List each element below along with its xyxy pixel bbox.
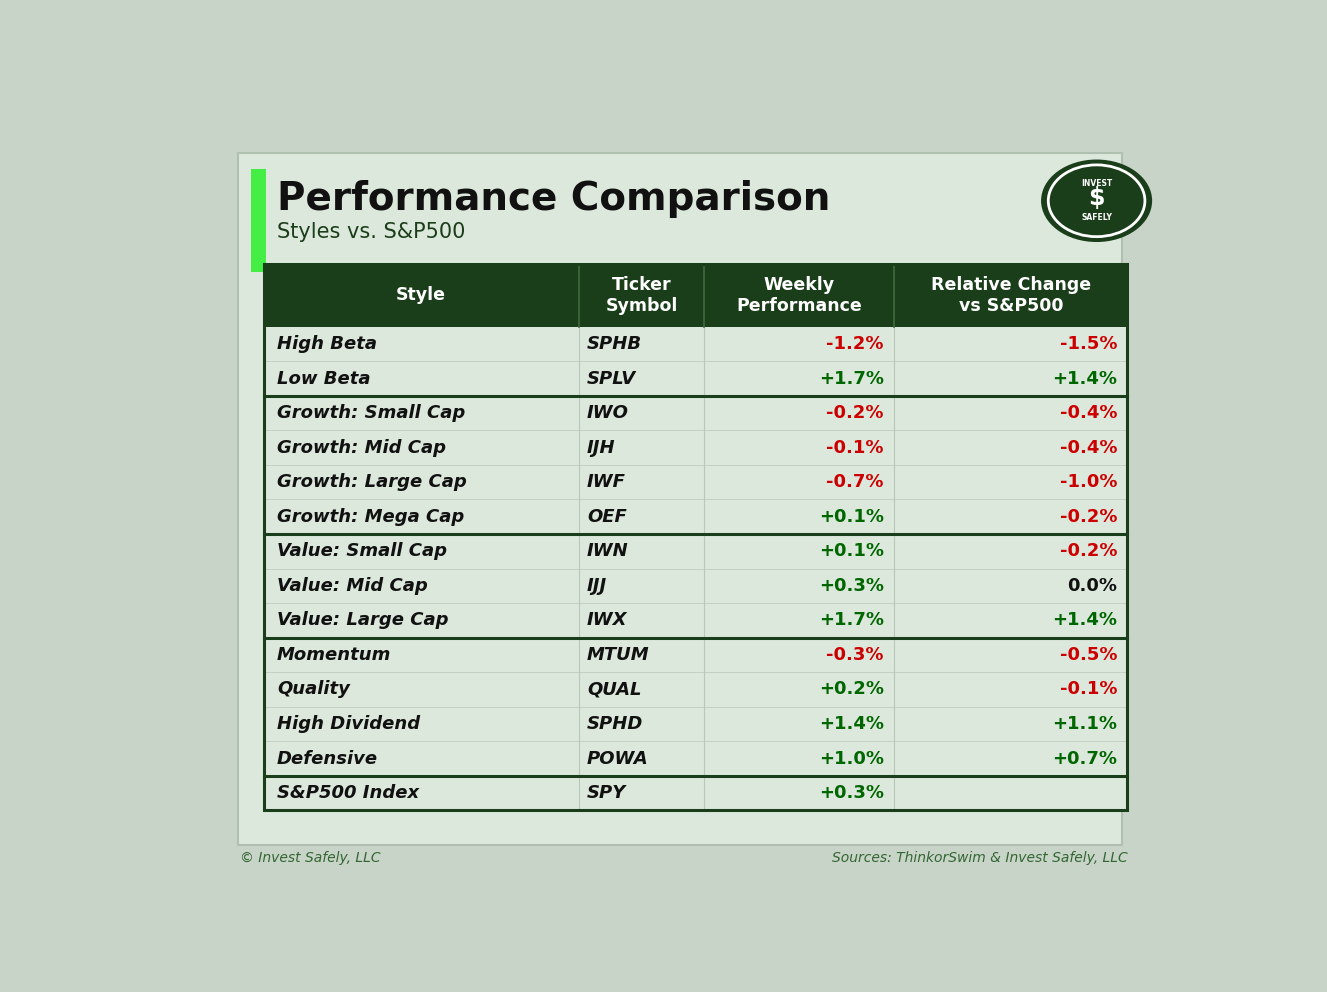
Text: Weekly
Performance: Weekly Performance bbox=[736, 276, 863, 314]
Text: -1.0%: -1.0% bbox=[1060, 473, 1117, 491]
Text: -1.2%: -1.2% bbox=[827, 335, 884, 353]
Bar bbox=[264, 638, 1128, 673]
Text: -0.5%: -0.5% bbox=[1060, 646, 1117, 664]
Text: +0.3%: +0.3% bbox=[819, 784, 884, 803]
Bar bbox=[264, 568, 1128, 603]
Text: 0.0%: 0.0% bbox=[1067, 576, 1117, 595]
Text: +1.4%: +1.4% bbox=[1052, 370, 1117, 388]
Text: Performance Comparison: Performance Comparison bbox=[277, 181, 831, 218]
Bar bbox=[264, 706, 1128, 741]
FancyBboxPatch shape bbox=[238, 154, 1123, 845]
Text: +1.4%: +1.4% bbox=[819, 715, 884, 733]
Text: +1.1%: +1.1% bbox=[1052, 715, 1117, 733]
Text: +0.1%: +0.1% bbox=[819, 543, 884, 560]
Text: Growth: Mega Cap: Growth: Mega Cap bbox=[277, 508, 464, 526]
Text: INVEST: INVEST bbox=[1082, 180, 1112, 188]
Text: +1.4%: +1.4% bbox=[1052, 611, 1117, 629]
Text: -0.1%: -0.1% bbox=[1060, 681, 1117, 698]
Text: IJJ: IJJ bbox=[587, 576, 608, 595]
Text: -0.3%: -0.3% bbox=[827, 646, 884, 664]
Bar bbox=[264, 465, 1128, 500]
Bar bbox=[264, 264, 1128, 810]
Circle shape bbox=[1042, 160, 1152, 242]
Text: -0.4%: -0.4% bbox=[1060, 438, 1117, 456]
Bar bbox=[264, 326, 1128, 361]
Text: +0.1%: +0.1% bbox=[819, 508, 884, 526]
Text: -0.4%: -0.4% bbox=[1060, 404, 1117, 423]
Text: POWA: POWA bbox=[587, 750, 649, 768]
Text: +0.3%: +0.3% bbox=[819, 576, 884, 595]
Text: IWF: IWF bbox=[587, 473, 626, 491]
Bar bbox=[264, 361, 1128, 396]
Text: IWO: IWO bbox=[587, 404, 629, 423]
Bar bbox=[264, 534, 1128, 568]
Text: QUAL: QUAL bbox=[587, 681, 642, 698]
Text: +1.7%: +1.7% bbox=[819, 611, 884, 629]
Bar bbox=[264, 603, 1128, 638]
Text: Relative Change
vs S&P500: Relative Change vs S&P500 bbox=[930, 276, 1091, 314]
Bar bbox=[264, 396, 1128, 431]
Text: High Beta: High Beta bbox=[277, 335, 377, 353]
Text: Low Beta: Low Beta bbox=[277, 370, 370, 388]
Text: IWX: IWX bbox=[587, 611, 628, 629]
Text: -0.2%: -0.2% bbox=[1060, 508, 1117, 526]
Text: -0.2%: -0.2% bbox=[827, 404, 884, 423]
Text: Value: Mid Cap: Value: Mid Cap bbox=[277, 576, 427, 595]
Text: -0.2%: -0.2% bbox=[1060, 543, 1117, 560]
Text: -0.1%: -0.1% bbox=[827, 438, 884, 456]
Text: SPLV: SPLV bbox=[587, 370, 636, 388]
Text: Growth: Small Cap: Growth: Small Cap bbox=[277, 404, 466, 423]
Text: +1.7%: +1.7% bbox=[819, 370, 884, 388]
Bar bbox=[264, 741, 1128, 776]
Text: Ticker
Symbol: Ticker Symbol bbox=[605, 276, 678, 314]
Text: SPHD: SPHD bbox=[587, 715, 644, 733]
Text: Growth: Mid Cap: Growth: Mid Cap bbox=[277, 438, 446, 456]
Bar bbox=[251, 169, 265, 272]
Text: +1.0%: +1.0% bbox=[819, 750, 884, 768]
Text: SPY: SPY bbox=[587, 784, 626, 803]
Text: Sources: ThinkorSwim & Invest Safely, LLC: Sources: ThinkorSwim & Invest Safely, LL… bbox=[832, 851, 1128, 865]
Text: Value: Large Cap: Value: Large Cap bbox=[277, 611, 449, 629]
Text: IJH: IJH bbox=[587, 438, 616, 456]
Text: $: $ bbox=[1088, 186, 1105, 210]
Text: Defensive: Defensive bbox=[277, 750, 378, 768]
Text: S&P500 Index: S&P500 Index bbox=[277, 784, 419, 803]
Text: MTUM: MTUM bbox=[587, 646, 650, 664]
Text: Quality: Quality bbox=[277, 681, 350, 698]
Text: Styles vs. S&P500: Styles vs. S&P500 bbox=[277, 222, 466, 242]
Text: OEF: OEF bbox=[587, 508, 626, 526]
Text: Value: Small Cap: Value: Small Cap bbox=[277, 543, 447, 560]
Text: -1.5%: -1.5% bbox=[1060, 335, 1117, 353]
Text: +0.7%: +0.7% bbox=[1052, 750, 1117, 768]
Bar bbox=[264, 264, 1128, 326]
Text: Momentum: Momentum bbox=[277, 646, 391, 664]
Bar bbox=[264, 673, 1128, 706]
Text: Style: Style bbox=[397, 287, 446, 305]
Text: -0.7%: -0.7% bbox=[827, 473, 884, 491]
Text: © Invest Safely, LLC: © Invest Safely, LLC bbox=[240, 851, 381, 865]
Text: +0.2%: +0.2% bbox=[819, 681, 884, 698]
Text: High Dividend: High Dividend bbox=[277, 715, 421, 733]
Bar bbox=[264, 776, 1128, 810]
Text: SAFELY: SAFELY bbox=[1082, 213, 1112, 222]
Text: Growth: Large Cap: Growth: Large Cap bbox=[277, 473, 467, 491]
Text: SPHB: SPHB bbox=[587, 335, 642, 353]
Bar bbox=[264, 500, 1128, 534]
Text: IWN: IWN bbox=[587, 543, 629, 560]
Bar bbox=[264, 431, 1128, 465]
